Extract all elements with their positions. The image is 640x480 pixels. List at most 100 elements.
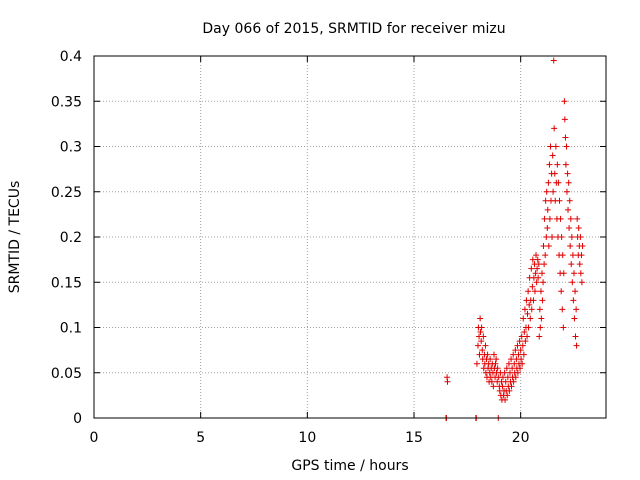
- data-point: [505, 360, 512, 367]
- data-point: [545, 179, 552, 186]
- y-tick-label: 0.05: [51, 366, 82, 382]
- data-point: [534, 265, 541, 272]
- data-point: [571, 315, 578, 322]
- data-point: [479, 347, 486, 354]
- data-point: [527, 315, 534, 322]
- data-point: [514, 342, 521, 349]
- data-point: [566, 197, 573, 204]
- data-point: [565, 206, 572, 213]
- data-points: [443, 57, 586, 421]
- data-point: [562, 134, 569, 141]
- y-tick-label: 0.15: [51, 275, 82, 291]
- data-point: [569, 279, 576, 286]
- data-point: [557, 215, 564, 222]
- data-point: [559, 252, 566, 259]
- data-point: [577, 270, 584, 277]
- data-point: [555, 179, 562, 186]
- x-tick-label: 0: [90, 430, 99, 446]
- data-point: [535, 274, 542, 281]
- data-point: [521, 306, 528, 313]
- data-point: [559, 306, 566, 313]
- data-point: [544, 206, 551, 213]
- data-point: [543, 234, 550, 240]
- data-point: [576, 261, 583, 268]
- data-point: [514, 369, 521, 376]
- data-point: [501, 369, 508, 376]
- axis-ticks: 0 5 10 15 20 0 0.05 0.1 0.15 0.2 0.25 0.3 0.35 0.4: [51, 49, 606, 446]
- data-point: [504, 392, 511, 399]
- y-tick-label: 0.3: [60, 140, 82, 156]
- data-point: [573, 306, 580, 313]
- data-point: [502, 396, 509, 403]
- data-point: [541, 215, 548, 222]
- data-point: [579, 243, 586, 250]
- x-tick-label: 15: [405, 430, 423, 446]
- data-point: [517, 365, 524, 372]
- x-axis-label: GPS time / hours: [291, 458, 408, 474]
- data-point: [528, 306, 535, 313]
- data-point: [490, 383, 497, 390]
- data-point: [533, 252, 540, 259]
- data-point: [524, 310, 531, 317]
- data-point: [547, 143, 554, 150]
- data-point: [542, 197, 549, 204]
- data-point: [560, 270, 567, 277]
- data-point: [561, 116, 568, 123]
- y-axis-label: SRMTID / TECUs: [7, 181, 23, 294]
- data-point: [529, 283, 536, 290]
- data-point: [567, 215, 574, 222]
- data-point: [546, 161, 553, 168]
- data-point: [540, 279, 547, 286]
- data-point: [444, 378, 451, 385]
- data-point: [544, 224, 551, 231]
- data-point: [578, 252, 585, 259]
- data-point: [536, 333, 543, 340]
- data-point: [568, 261, 575, 268]
- data-point: [508, 356, 515, 363]
- data-point: [575, 224, 582, 231]
- data-point: [537, 288, 544, 295]
- data-point: [491, 351, 497, 358]
- data-point: [477, 329, 484, 336]
- data-point: [533, 279, 540, 286]
- data-point: [562, 161, 569, 168]
- data-point: [561, 98, 568, 105]
- data-point: [558, 234, 565, 240]
- data-point: [525, 324, 532, 331]
- data-point: [540, 243, 547, 250]
- data-point: [554, 161, 561, 168]
- data-point: [519, 342, 526, 349]
- data-point: [518, 333, 525, 340]
- data-point: [488, 378, 495, 385]
- data-point: [508, 383, 515, 390]
- data-point: [556, 197, 563, 204]
- data-point: [552, 143, 559, 150]
- data-point: [517, 347, 524, 354]
- data-point: [520, 351, 527, 358]
- data-point: [549, 234, 556, 240]
- data-point: [499, 383, 506, 390]
- data-point: [571, 270, 577, 277]
- y-tick-label: 0.25: [51, 185, 82, 201]
- data-point: [520, 315, 527, 322]
- data-point: [524, 333, 531, 340]
- data-point: [484, 351, 491, 358]
- data-point: [473, 360, 480, 367]
- data-point: [487, 356, 494, 363]
- data-point: [535, 261, 542, 268]
- x-tick-label: 5: [196, 430, 205, 446]
- data-point: [480, 333, 487, 340]
- data-point: [521, 329, 528, 336]
- data-point: [574, 215, 581, 222]
- data-point: [550, 57, 557, 64]
- chart-title: Day 066 of 2015, SRMTID for receiver miz…: [202, 21, 505, 37]
- data-point: [512, 347, 519, 354]
- data-point: [546, 215, 553, 222]
- data-point: [564, 170, 571, 177]
- data-point: [536, 306, 543, 313]
- data-point: [551, 170, 558, 177]
- data-point: [506, 387, 513, 394]
- data-point: [539, 270, 545, 277]
- data-point: [492, 360, 499, 367]
